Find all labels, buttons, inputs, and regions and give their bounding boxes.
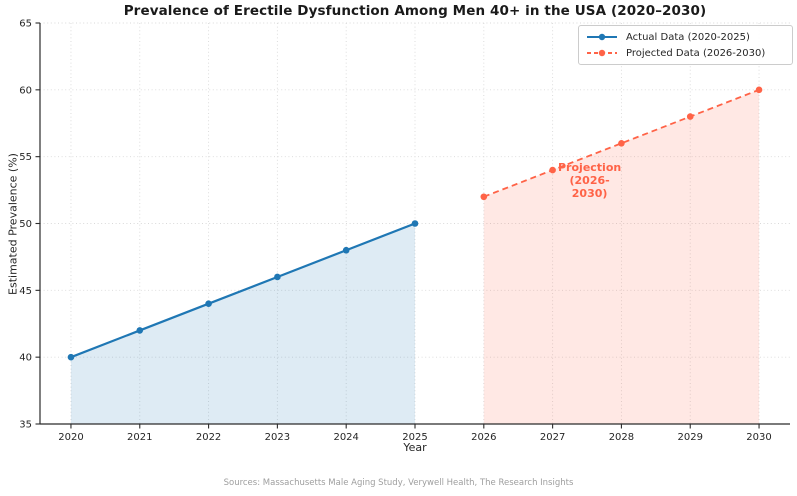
x-tick-label: 2030 xyxy=(746,432,771,443)
series-projected-marker xyxy=(549,166,556,174)
y-tick-label: 50 xyxy=(19,219,32,230)
y-tick-label: 35 xyxy=(19,420,32,431)
series-projected-marker xyxy=(480,193,488,201)
series-actual-marker xyxy=(342,246,350,254)
series-actual-marker xyxy=(205,300,212,308)
legend-marker-projected-icon xyxy=(587,49,617,57)
y-axis-label: Estimated Prevalence (%) xyxy=(6,153,20,295)
legend-label-actual: Actual Data (2020-2025) xyxy=(626,31,750,43)
legend-marker-actual-icon xyxy=(587,33,617,41)
legend-item-projected: Projected Data (2026-2030) xyxy=(585,45,788,61)
x-tick-label: 2029 xyxy=(678,432,703,443)
x-tick-label: 2027 xyxy=(540,432,565,443)
y-tick-label: 40 xyxy=(19,353,32,364)
series-actual-marker xyxy=(274,273,281,281)
series-actual-line xyxy=(70,222,416,359)
series-actual-marker xyxy=(136,327,144,334)
x-tick-label: 2028 xyxy=(609,432,634,443)
legend: Actual Data (2020-2025) Projected Data (… xyxy=(578,25,793,65)
sources-footer: Sources: Massachusetts Male Aging Study,… xyxy=(223,478,574,488)
x-tick-label: 2020 xyxy=(58,432,83,443)
y-tick-label: 65 xyxy=(19,19,32,30)
chart-title: Prevalence of Erectile Dysfunction Among… xyxy=(123,3,707,19)
x-tick-label: 2024 xyxy=(333,432,358,443)
series-projected-marker xyxy=(686,113,694,120)
series-projected-fill xyxy=(483,89,760,424)
projection-annotation-line2: (2026-2030) xyxy=(569,174,610,201)
y-tick-label: 60 xyxy=(19,85,32,96)
projection-annotation: Projection (2026-2030) xyxy=(555,161,625,200)
x-tick-label: 2022 xyxy=(196,432,221,443)
series-actual-fill xyxy=(70,223,415,424)
y-tick-label: 45 xyxy=(19,286,32,297)
legend-label-projected: Projected Data (2026-2030) xyxy=(626,47,766,59)
projection-annotation-line1: Projection xyxy=(558,161,622,175)
series-projected-marker xyxy=(618,140,625,147)
x-tick-label: 2026 xyxy=(471,432,496,443)
x-axis-label: Year xyxy=(403,441,427,454)
legend-item-actual: Actual Data (2020-2025) xyxy=(585,29,788,45)
series-actual-marker xyxy=(411,220,419,227)
series-projected-marker xyxy=(755,86,763,94)
series-actual-marker xyxy=(67,353,75,361)
y-tick-label: 55 xyxy=(19,152,32,163)
x-tick-label: 2021 xyxy=(127,432,152,443)
x-tick-label: 2023 xyxy=(265,432,290,443)
x-tick-label: 2025 xyxy=(402,432,427,443)
